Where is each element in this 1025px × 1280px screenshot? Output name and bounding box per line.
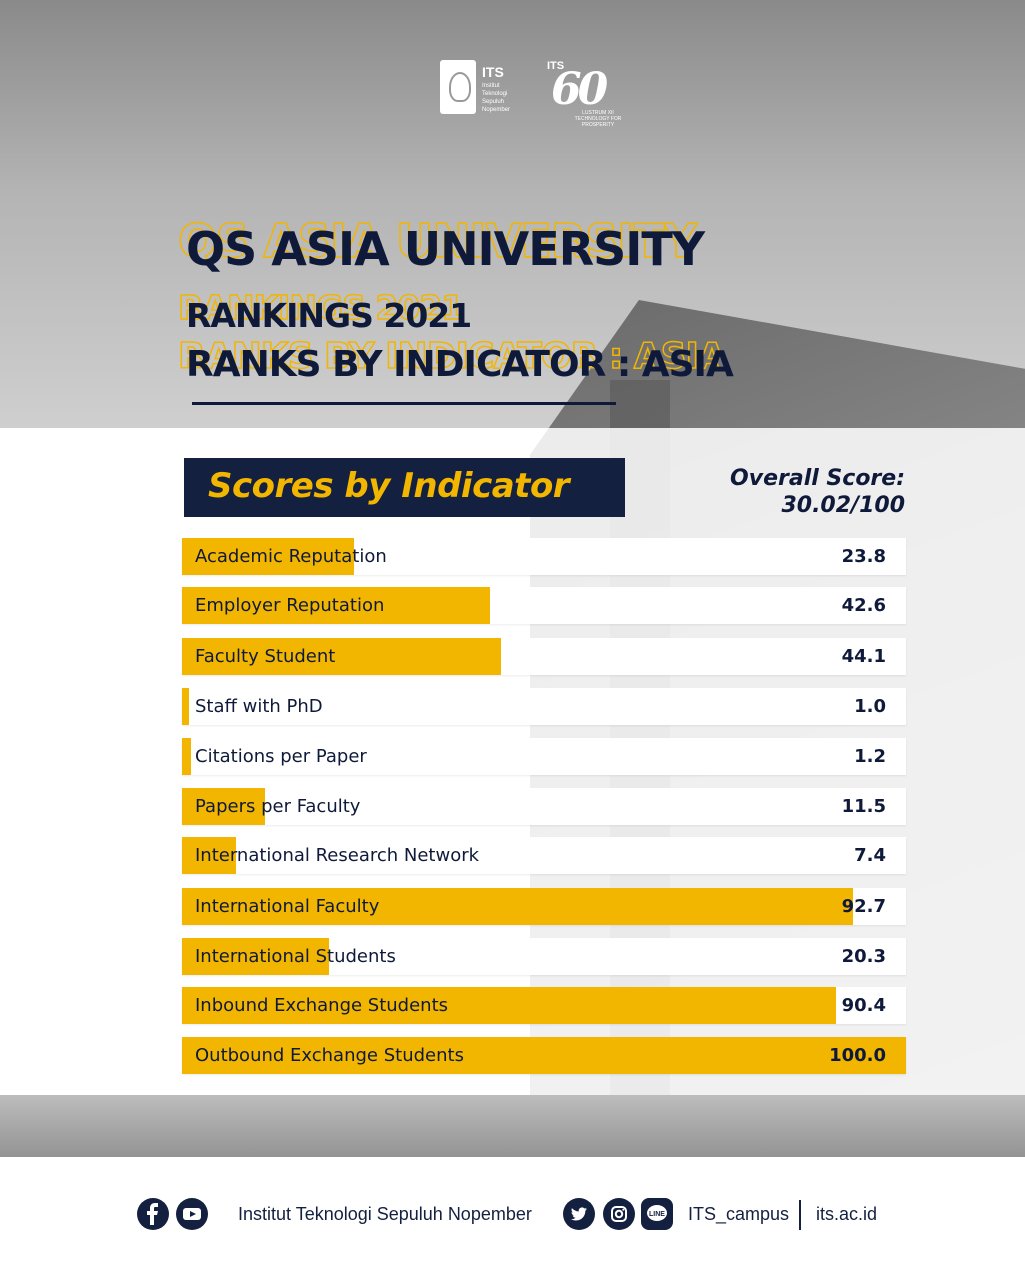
bar-row: Faculty Student 44.1 xyxy=(182,638,906,675)
title-line-3: RANKS BY INDICATOR : ASIA RANKS BY INDIC… xyxy=(177,335,826,394)
instagram-glyph xyxy=(611,1206,627,1222)
its-logo-text: ITS xyxy=(482,64,504,80)
bar-label: Faculty Student xyxy=(195,646,336,667)
title-underline xyxy=(192,402,616,405)
footer-website[interactable]: its.ac.id xyxy=(816,1204,878,1224)
bar-fill xyxy=(182,738,191,775)
bar-row: International Students 20.3 xyxy=(182,938,906,975)
line-icon-text: LINE xyxy=(649,1211,665,1218)
title-line-1: QS ASIA UNIVERSITY QS ASIA UNIVERSITY xyxy=(177,213,826,284)
overall-score: Overall Score: 30.02/100 xyxy=(705,465,905,519)
footer-bar xyxy=(0,1157,1025,1280)
bar-label: Staff with PhD xyxy=(195,696,323,717)
bar-value: 100.0 xyxy=(829,1045,886,1066)
youtube-glyph xyxy=(183,1208,201,1220)
page-title: QS ASIA UNIVERSITY QS ASIA UNIVERSITY RA… xyxy=(177,213,826,394)
bar-fill xyxy=(182,938,329,975)
bar-fill xyxy=(182,587,491,624)
footer-handle[interactable]: ITS_campus xyxy=(688,1204,790,1224)
title-line-1-text: QS ASIA UNIVERSITY xyxy=(186,222,705,276)
its-logo-subtext: Institut Teknologi Sepuluh Nopember xyxy=(482,83,511,113)
title-line-1-outline: QS ASIA UNIVERSITY xyxy=(177,213,698,269)
bar-row: Employer Reputation 42.6 xyxy=(182,587,906,624)
bar-value: 92.7 xyxy=(841,896,886,917)
instagram-icon[interactable] xyxy=(603,1198,635,1230)
its-logo: ITS Institut Teknologi Sepuluh Nopember xyxy=(440,60,530,114)
facebook-glyph xyxy=(147,1203,158,1225)
bar-label: International Faculty xyxy=(195,896,380,917)
youtube-icon[interactable] xyxy=(176,1198,208,1230)
bar-row: Papers per Faculty 11.5 xyxy=(182,788,906,825)
bar-label: Employer Reputation xyxy=(195,595,385,616)
bar-fill xyxy=(182,987,837,1024)
bar-value: 11.5 xyxy=(841,796,886,817)
bar-row: Staff with PhD 1.0 xyxy=(182,688,906,725)
bar-value: 7.4 xyxy=(854,845,886,866)
its-shield-icon xyxy=(440,60,476,114)
its-60-anniversary-logo: ITS 60 LUSTRUM XII TECHNOLOGY FOR PROSPE… xyxy=(545,60,640,128)
bar-fill xyxy=(182,788,266,825)
bar-fill xyxy=(182,837,236,874)
bar-value: 44.1 xyxy=(841,646,886,667)
scores-header-text: Scores by Indicator xyxy=(208,466,570,506)
bar-label: Outbound Exchange Students xyxy=(195,1045,464,1066)
twitter-glyph xyxy=(571,1207,587,1221)
twitter-icon[interactable] xyxy=(563,1198,595,1230)
bar-value: 42.6 xyxy=(841,595,886,616)
title-line-2-outline: RANKINGS 2021 xyxy=(177,287,465,328)
anniversary-subtext: LUSTRUM XII TECHNOLOGY FOR PROSPERITY xyxy=(574,110,622,128)
bar-value: 23.8 xyxy=(841,546,886,567)
bar-label: Citations per Paper xyxy=(195,746,367,767)
title-line-3-text: RANKS BY INDICATOR : ASIA xyxy=(186,344,734,385)
bar-row: International Research Network 7.4 xyxy=(182,837,906,874)
bar-label: Papers per Faculty xyxy=(195,796,361,817)
bar-label: International Research Network xyxy=(195,845,480,866)
facebook-icon[interactable] xyxy=(137,1198,169,1230)
bar-fill xyxy=(182,688,190,725)
overall-score-label: Overall Score: xyxy=(730,466,905,491)
anniversary-its-text: ITS xyxy=(547,60,565,72)
bar-fill xyxy=(182,1037,906,1074)
title-line-2: RANKINGS 2021 RANKINGS 2021 xyxy=(177,287,826,344)
bar-value: 1.0 xyxy=(854,696,886,717)
bar-value: 1.2 xyxy=(854,746,886,767)
bar-row: Citations per Paper 1.2 xyxy=(182,738,906,775)
background-ground xyxy=(0,1095,1025,1157)
footer-institution: Institut Teknologi Sepuluh Nopember xyxy=(238,1204,532,1224)
anniversary-number: 60 xyxy=(551,64,608,115)
bar-row: Academic Reputation 23.8 xyxy=(182,538,906,575)
title-line-2-text: RANKINGS 2021 xyxy=(186,296,472,335)
bar-value: 90.4 xyxy=(841,995,886,1016)
bar-label: International Students xyxy=(195,946,396,967)
overall-score-value: 30.02/100 xyxy=(781,493,905,518)
bar-fill xyxy=(182,538,355,575)
bar-label: Academic Reputation xyxy=(195,546,387,567)
background-ground-overlay xyxy=(0,1095,1025,1157)
line-glyph: LINE xyxy=(647,1205,667,1221)
bar-fill xyxy=(182,638,502,675)
title-line-3-outline: RANKS BY INDICATOR : ASIA xyxy=(177,335,726,378)
footer-divider xyxy=(799,1200,801,1230)
scores-header-box: Scores by Indicator xyxy=(184,458,625,517)
bar-fill xyxy=(182,888,854,925)
bar-row: Outbound Exchange Students 100.0 xyxy=(182,1037,906,1074)
bar-value: 20.3 xyxy=(841,946,886,967)
bar-row: International Faculty 92.7 xyxy=(182,888,906,925)
bar-row: Inbound Exchange Students 90.4 xyxy=(182,987,906,1024)
bar-label: Inbound Exchange Students xyxy=(195,995,449,1016)
line-icon[interactable]: LINE xyxy=(641,1198,673,1230)
